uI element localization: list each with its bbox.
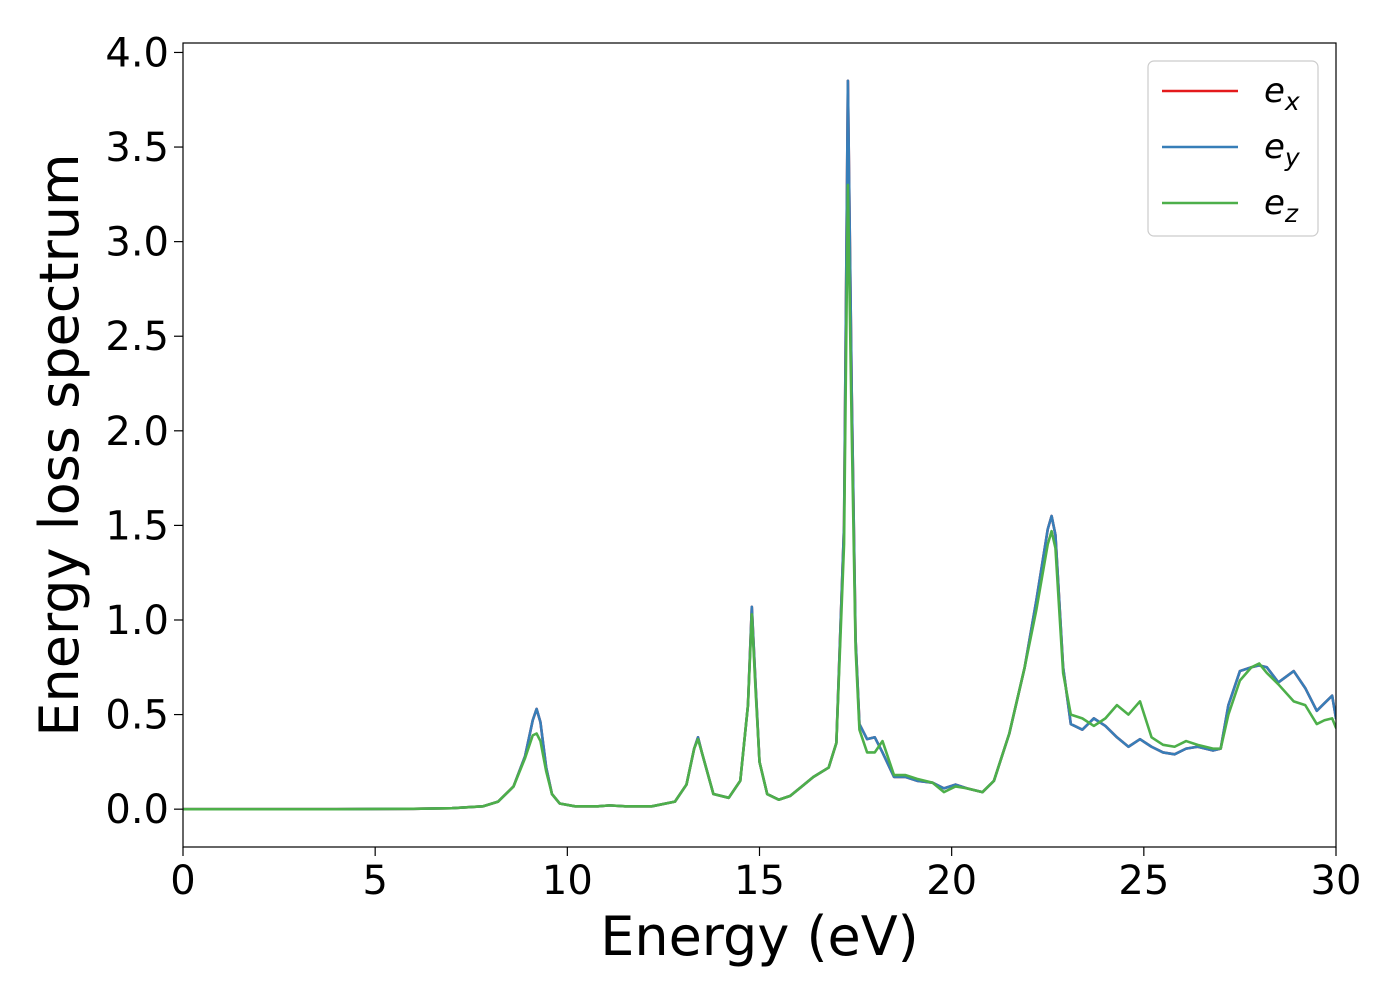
x-axis-title: Energy (eV) [600,905,919,968]
y-tick-label: 0.0 [105,787,169,833]
y-tick-label: 3.0 [105,220,169,266]
x-tick-label: 0 [170,858,195,904]
y-tick-label: 1.5 [105,503,169,549]
x-tick-label: 15 [734,858,785,904]
x-tick-label: 20 [926,858,977,904]
y-tick-label: 4.0 [105,30,169,76]
y-tick-label: 2.5 [105,314,169,360]
series-layer [183,79,1336,811]
y-tick-label: 1.0 [105,598,169,644]
y-tick-label: 2.0 [105,409,169,455]
legend-box [1147,60,1319,237]
x-tick-label: 30 [1311,858,1362,904]
x-tick-label: 25 [1118,858,1169,904]
y-axis-title: Energy loss spectrum [28,153,91,736]
y-tick-label: 3.5 [105,125,169,171]
y-tick-label: 0.5 [105,693,169,739]
x-tick-label: 10 [542,858,593,904]
x-tick-label: 5 [362,858,387,904]
series-line-z [183,183,1336,811]
y-axis-ticks: 0.0 0.5 1.0 1.5 2.0 2.5 3.0 3.5 4.0 [105,30,183,833]
x-axis-ticks: 0 5 10 15 20 25 30 [170,847,1361,904]
